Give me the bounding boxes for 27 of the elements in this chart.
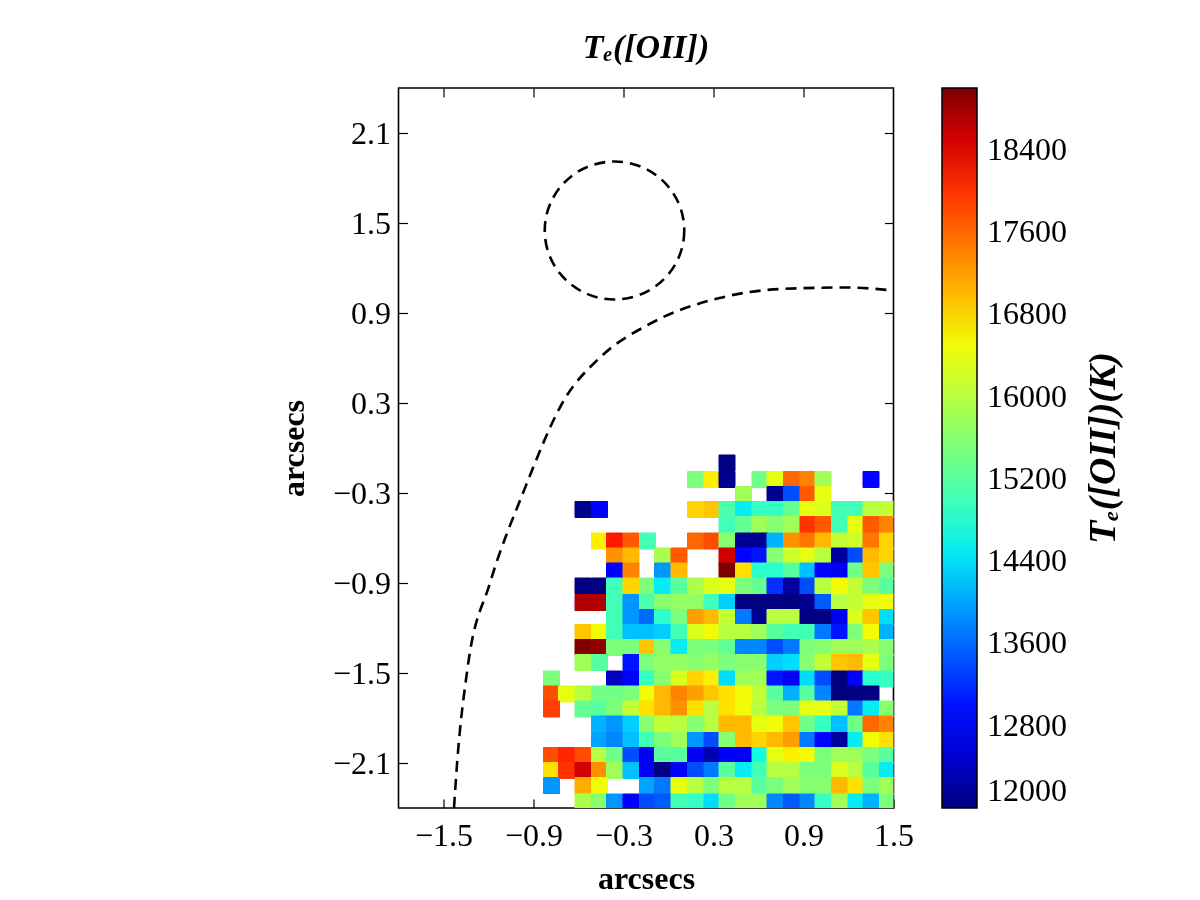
color-bar-label: 17600 [987,213,1067,249]
color-bar-label: 18400 [987,130,1067,167]
x-tick-label: −0.3 [594,816,654,853]
y-tick-label: 1.5 [351,204,391,241]
x-tick-label: 0.9 [784,816,824,853]
y-tick-label: 0.3 [351,384,391,421]
x-tick-label: 0.3 [694,816,734,853]
y-tick-label: −0.9 [332,564,391,601]
y-tick-label: −1.5 [332,654,391,691]
y-tick-label: −0.3 [332,474,391,511]
chart-title: Tₑ([OII]) [582,28,710,67]
color-bar-title: Tₑ([OII])(K) [1081,351,1124,545]
color-bar-label: 15200 [987,459,1067,496]
y-tick-label: 0.9 [351,294,391,331]
color-bar-label: 16000 [987,377,1067,414]
x-tick-label: −1.5 [414,816,474,853]
color-bar-label: 14400 [987,542,1067,579]
color-bar-label: 12800 [987,706,1067,743]
x-tick-label: 1.5 [874,816,914,853]
y-axis-title: arcsecs [274,399,311,498]
color-bar-label: 16800 [987,295,1067,332]
y-tick-label: 2.1 [351,114,391,151]
x-tick-label: −0.9 [504,816,564,853]
color-bar-label: 13600 [987,624,1067,661]
y-tick-label: −2.1 [332,744,391,781]
x-axis-title: arcsecs [597,859,696,896]
color-bar-label: 12000 [987,772,1067,808]
